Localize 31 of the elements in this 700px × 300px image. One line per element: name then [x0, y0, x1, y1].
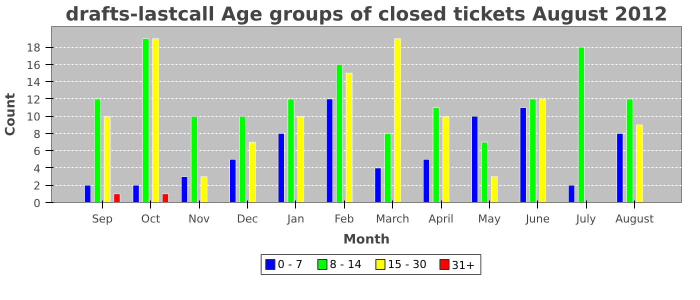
bar [114, 194, 120, 202]
y-tick-label: 2 [34, 180, 40, 193]
legend-label: 15 - 30 [388, 258, 427, 271]
y-tick-label: 4 [34, 162, 40, 176]
x-tick-label: March [376, 212, 410, 226]
x-tick-label: Dec [236, 212, 258, 226]
y-tick-label: 12 [26, 93, 41, 106]
y-tick-label: 0 [34, 197, 40, 210]
y-tick-label: 18 [26, 42, 41, 55]
y-tick-label: 8 [34, 128, 40, 141]
x-tick-label: July [575, 212, 597, 226]
y-tick-label: 6 [34, 145, 40, 158]
x-axis-title: Month [343, 232, 390, 248]
x-tick-label: Nov [188, 212, 210, 226]
x-tick-label: Oct [141, 212, 161, 226]
y-tick-label: 14 [26, 76, 41, 90]
x-tick-label: May [478, 212, 502, 226]
y-tick-label: 10 [26, 110, 41, 124]
x-tick-label: August [615, 212, 654, 226]
x-tick-label: April [428, 212, 454, 226]
x-tick-label: Feb [334, 212, 354, 226]
bar [162, 194, 169, 202]
x-tick-label: Sep [92, 212, 113, 226]
legend-label: 31+ [452, 259, 476, 272]
x-tick-label: Jan [286, 212, 304, 226]
y-axis-title: Count [4, 92, 19, 136]
y-tick-label: 16 [26, 58, 41, 72]
legend-label: 0 - 7 [278, 258, 303, 271]
legend-label: 8 - 14 [330, 258, 362, 271]
chart-title: drafts-lastcall Age groups of closed tickets August 2012 [66, 4, 668, 26]
x-tick-label: June [524, 212, 550, 226]
